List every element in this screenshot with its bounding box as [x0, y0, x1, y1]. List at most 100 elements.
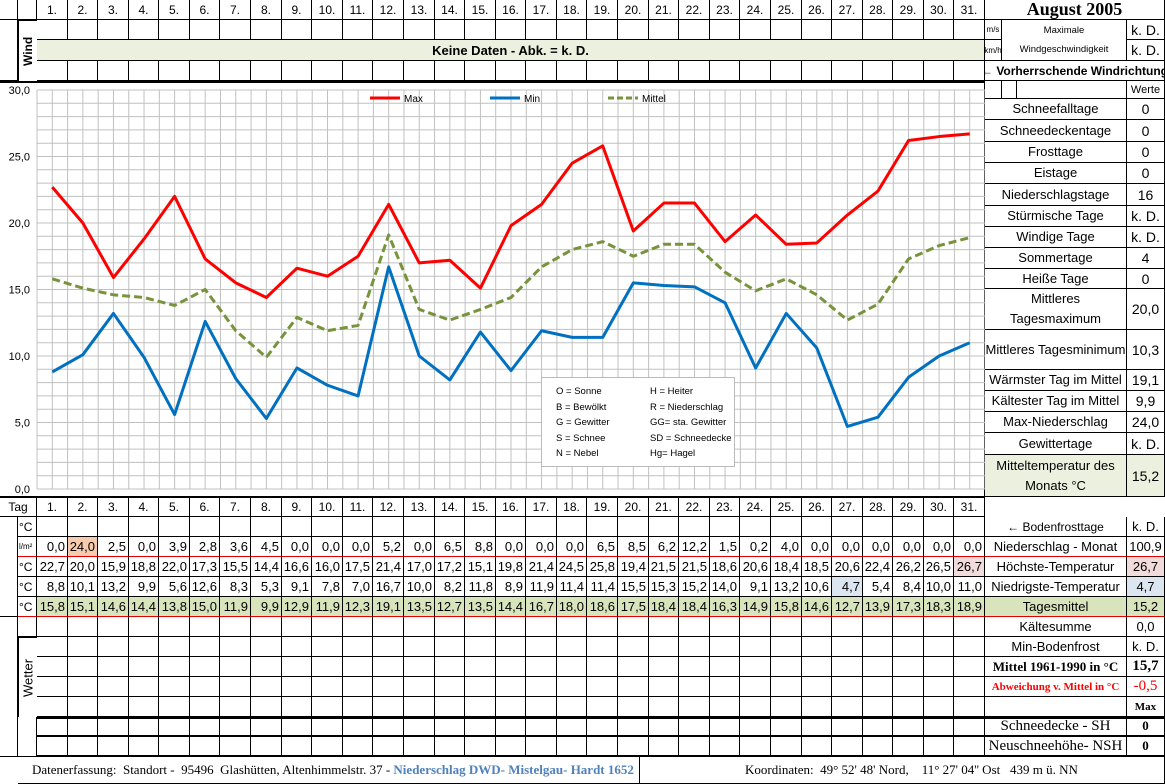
day-label: 14. — [435, 497, 465, 517]
wind-cell — [740, 61, 771, 81]
wind-cell — [496, 20, 526, 40]
max-value: 15,5 — [220, 557, 251, 577]
min-summary-label: Niedrigste-Temperatur — [985, 577, 1127, 597]
stat-label: Mittleres Tagesminimum — [985, 330, 1127, 370]
min-value: 8,2 — [435, 577, 465, 597]
weather-cell — [587, 657, 618, 677]
wind-cell — [649, 61, 679, 81]
wind-cell — [740, 20, 771, 40]
weather-cell — [129, 677, 159, 697]
day-label: 3. — [98, 497, 129, 517]
day-label: 23. — [710, 497, 740, 517]
bodenfrost-cell — [679, 517, 710, 537]
max-value: 18,8 — [129, 557, 159, 577]
weather-cell — [98, 657, 129, 677]
unit-label: l/m² — [18, 537, 37, 557]
weather-cell — [557, 637, 587, 657]
weather-cell — [924, 737, 954, 757]
precip-value: 2,8 — [190, 537, 220, 557]
stat-label: Max-Niederschlag — [985, 412, 1127, 433]
wind-label: Wind — [18, 20, 37, 81]
extra-label — [985, 697, 1127, 717]
min-value: 11,0 — [954, 577, 985, 597]
weather-cell — [863, 657, 893, 677]
wind-cell — [159, 61, 190, 81]
weather-cell — [465, 677, 496, 697]
weather-cell — [435, 637, 465, 657]
weather-cell — [587, 637, 618, 657]
y-tick-label: 5,0 — [15, 418, 30, 430]
day-label: 12. — [373, 497, 404, 517]
weather-cell — [404, 737, 435, 757]
divider — [0, 81, 985, 83]
stat-value: 4 — [1127, 248, 1165, 269]
min-value: 16,7 — [373, 577, 404, 597]
day-header: 30. — [924, 0, 954, 20]
weather-cell — [710, 737, 740, 757]
day-header: 17. — [526, 0, 557, 20]
bodenfrost-cell — [557, 517, 587, 537]
min-value: 11,4 — [557, 577, 587, 597]
weather-cell — [740, 737, 771, 757]
weather-cell — [954, 637, 985, 657]
weather-cell — [526, 697, 557, 717]
bodenfrost-cell — [954, 517, 985, 537]
weather-cell — [435, 737, 465, 757]
min-value: 4,7 — [832, 577, 863, 597]
precip-value: 0,0 — [802, 537, 832, 557]
extra-value: Max — [1127, 697, 1165, 717]
weather-cell — [924, 637, 954, 657]
weather-code: R = Niederschlag — [650, 401, 724, 413]
stat-value: 24,0 — [1127, 412, 1165, 433]
min-value: 5,3 — [251, 577, 282, 597]
weather-cell — [740, 717, 771, 737]
precip-value: 4,5 — [251, 537, 282, 557]
weather-cell — [832, 637, 863, 657]
blank-cell — [1017, 81, 1127, 99]
wind-cell — [618, 20, 649, 40]
mean-value: 15,0 — [190, 597, 220, 617]
wind-cell — [526, 61, 557, 81]
min-value: 5,4 — [863, 577, 893, 597]
weather-cell — [404, 657, 435, 677]
stat-value: 19,1 — [1127, 370, 1165, 391]
bodenfrost-cell — [587, 517, 618, 537]
wind-cell — [924, 61, 954, 81]
bodenfrost-label: ← Bodenfrosttage — [985, 517, 1127, 537]
precip-value: 0,0 — [37, 537, 68, 557]
weather-cell — [373, 737, 404, 757]
weather-cell — [251, 617, 282, 637]
weather-cell — [465, 657, 496, 677]
blank-cell — [0, 20, 18, 81]
precip-value: 6,5 — [435, 537, 465, 557]
weather-cell — [159, 617, 190, 637]
max-value: 24,5 — [557, 557, 587, 577]
weather-cell — [496, 677, 526, 697]
wind-cell — [832, 20, 863, 40]
mean-value: 18,0 — [557, 597, 587, 617]
bodenfrost-cell — [893, 517, 924, 537]
max-summary-value: 26,7 — [1127, 557, 1165, 577]
weather-cell — [924, 697, 954, 717]
min-value: 11,9 — [526, 577, 557, 597]
weather-cell — [740, 697, 771, 717]
weather-cell — [802, 617, 832, 637]
weather-cell — [129, 737, 159, 757]
precip-value: 2,5 — [98, 537, 129, 557]
weather-cell — [557, 697, 587, 717]
mean-value: 11,9 — [220, 597, 251, 617]
weather-cell — [618, 717, 649, 737]
precip-value: 0,0 — [282, 537, 312, 557]
bodenfrost-cell — [526, 517, 557, 537]
day-label: 26. — [802, 497, 832, 517]
unit-ms: m/s — [985, 20, 1002, 40]
precip-value: 0,0 — [496, 537, 526, 557]
day-label: 4. — [129, 497, 159, 517]
min-value: 8,4 — [893, 577, 924, 597]
weather-cell — [343, 657, 373, 677]
mean-value: 11,9 — [312, 597, 343, 617]
max-value: 15,9 — [98, 557, 129, 577]
day-header: 10. — [312, 0, 343, 20]
day-header: 5. — [159, 0, 190, 20]
bodenfrost-cell — [496, 517, 526, 537]
